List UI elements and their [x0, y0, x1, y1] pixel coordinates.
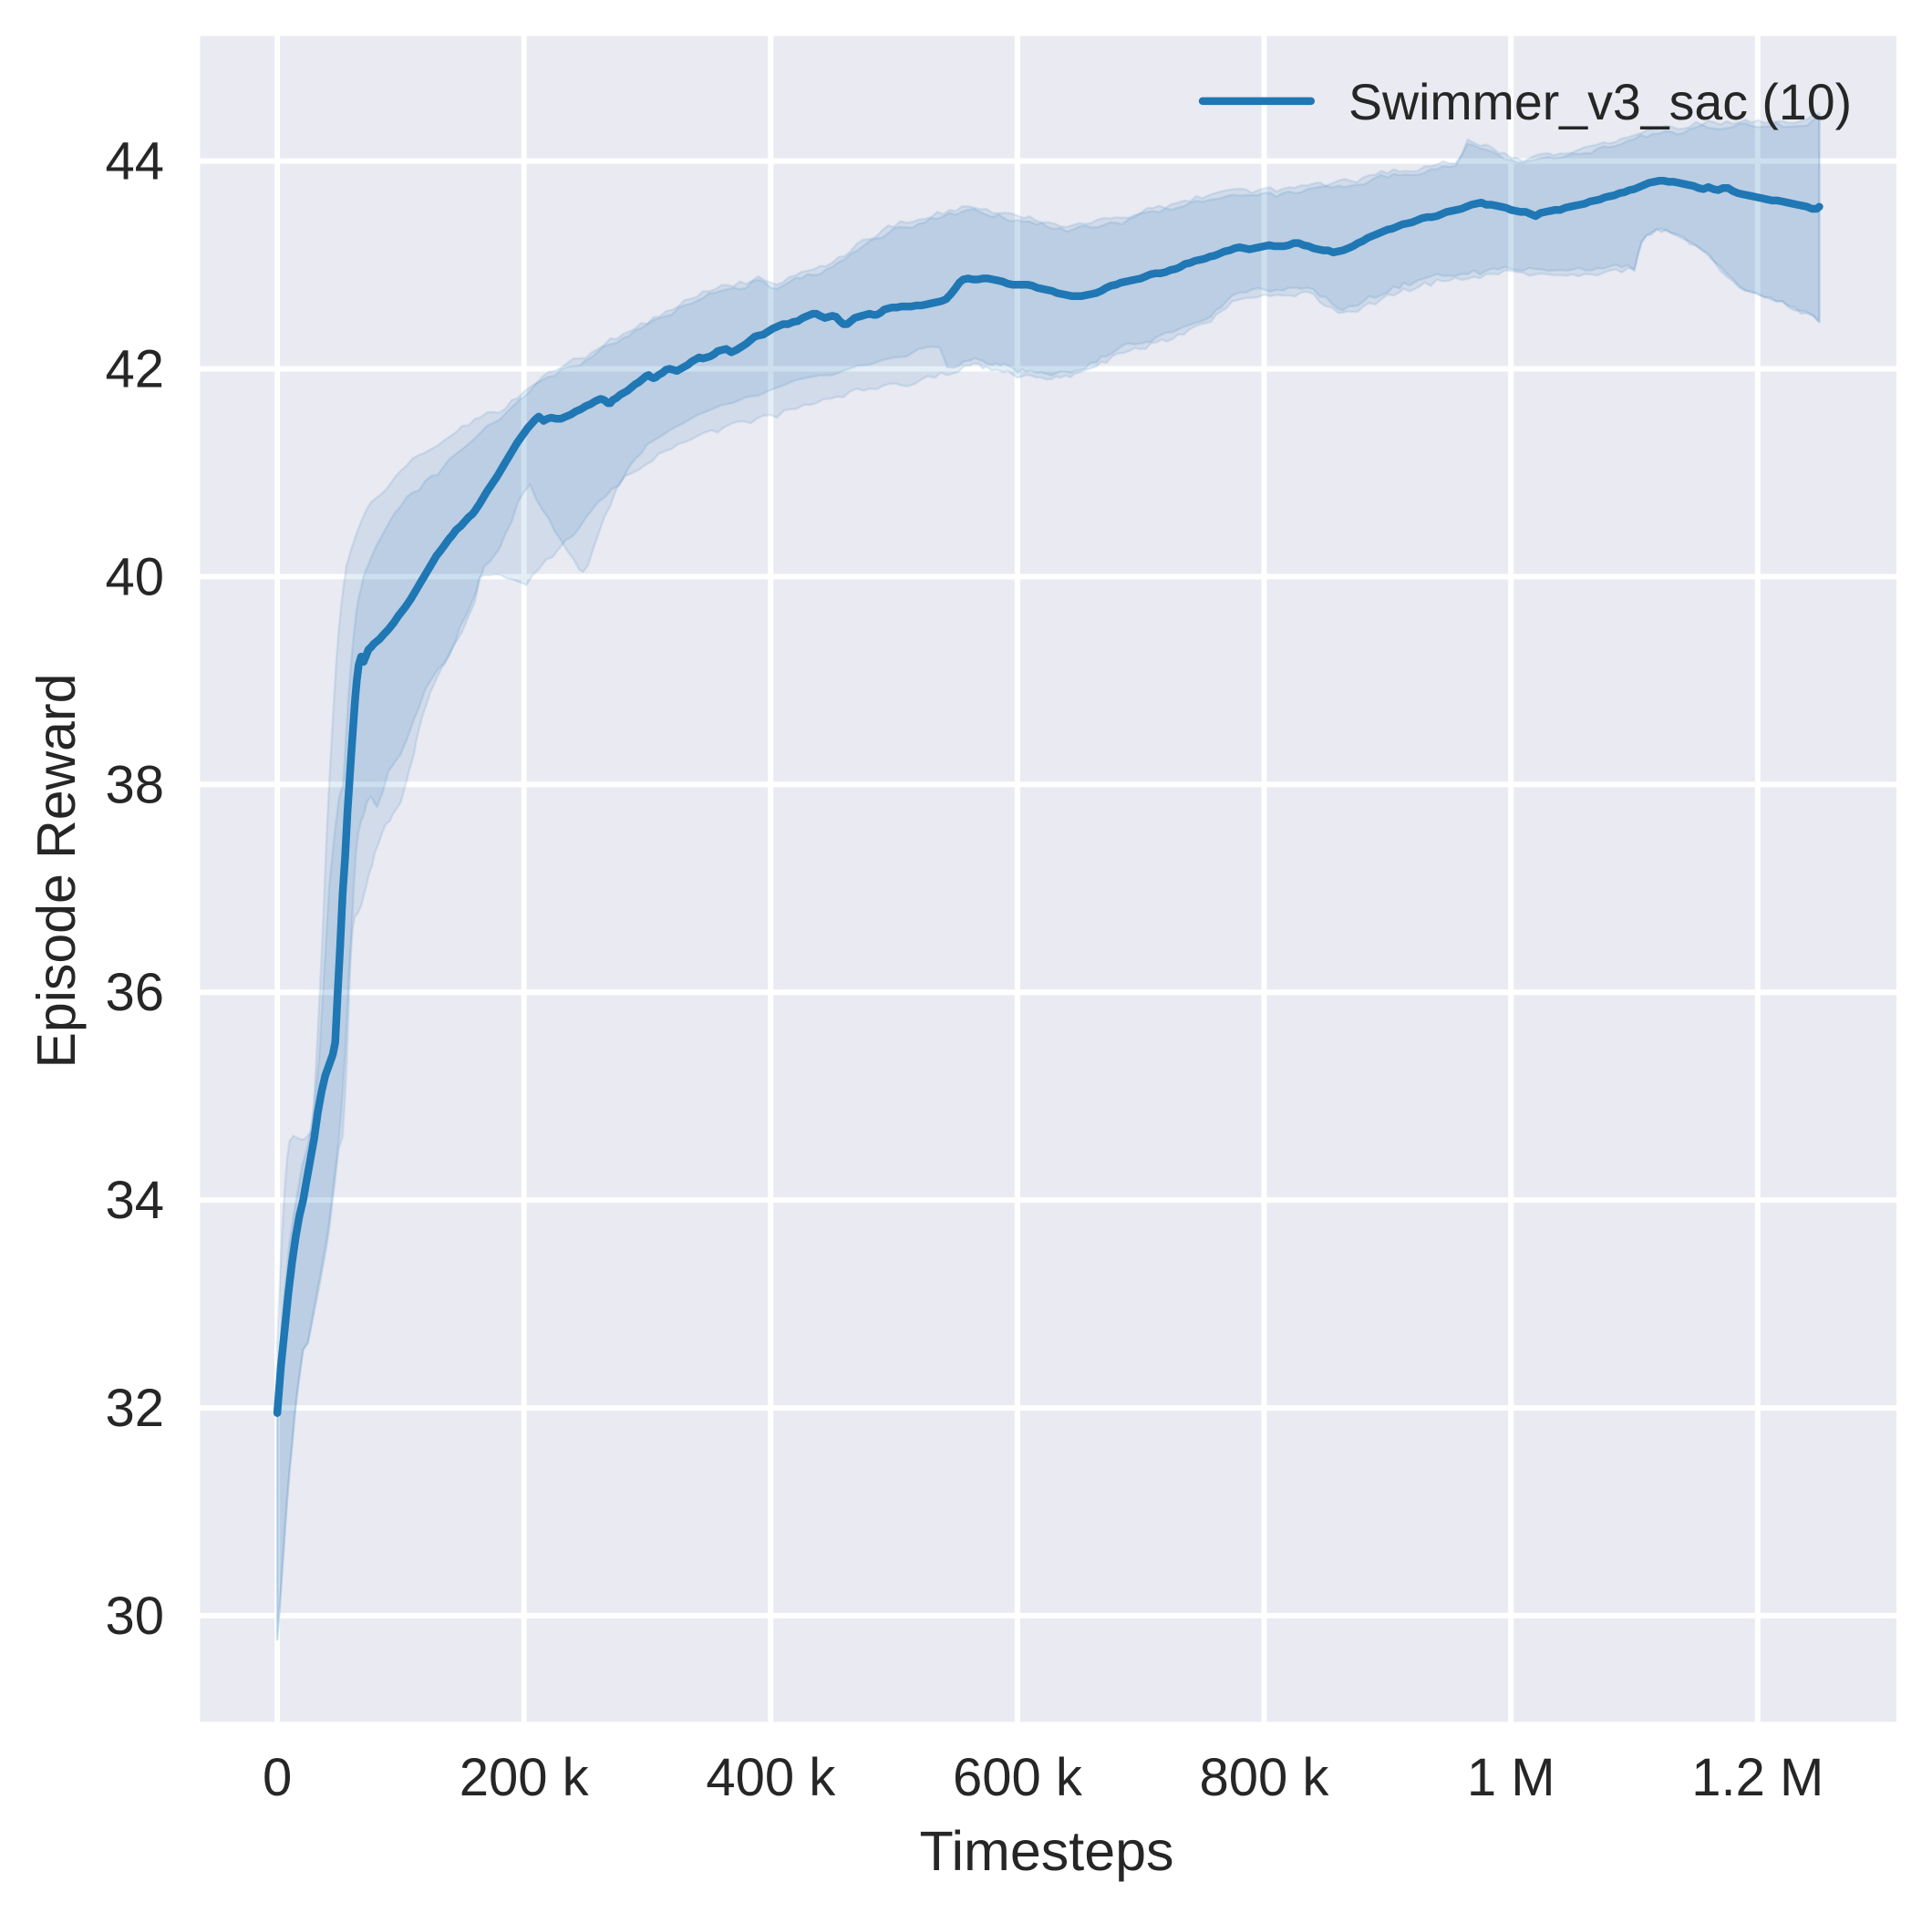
svg-text:200 k: 200 k — [460, 1748, 590, 1807]
svg-text:0: 0 — [263, 1748, 292, 1807]
svg-text:34: 34 — [105, 1171, 164, 1230]
svg-text:40: 40 — [105, 547, 164, 606]
svg-text:Episode Reward: Episode Reward — [26, 674, 87, 1069]
svg-text:42: 42 — [105, 340, 164, 399]
svg-text:800 k: 800 k — [1200, 1748, 1330, 1807]
svg-text:36: 36 — [105, 963, 164, 1022]
svg-text:32: 32 — [105, 1379, 164, 1438]
svg-text:600 k: 600 k — [953, 1748, 1083, 1807]
svg-text:1 M: 1 M — [1467, 1748, 1555, 1807]
svg-text:Swimmer_v3_sac (10): Swimmer_v3_sac (10) — [1348, 74, 1852, 130]
svg-text:44: 44 — [105, 132, 164, 191]
svg-text:Timesteps: Timesteps — [919, 1820, 1173, 1882]
svg-text:30: 30 — [105, 1587, 164, 1646]
svg-text:400 k: 400 k — [706, 1748, 836, 1807]
svg-text:38: 38 — [105, 755, 164, 814]
svg-text:1.2 M: 1.2 M — [1691, 1748, 1824, 1807]
